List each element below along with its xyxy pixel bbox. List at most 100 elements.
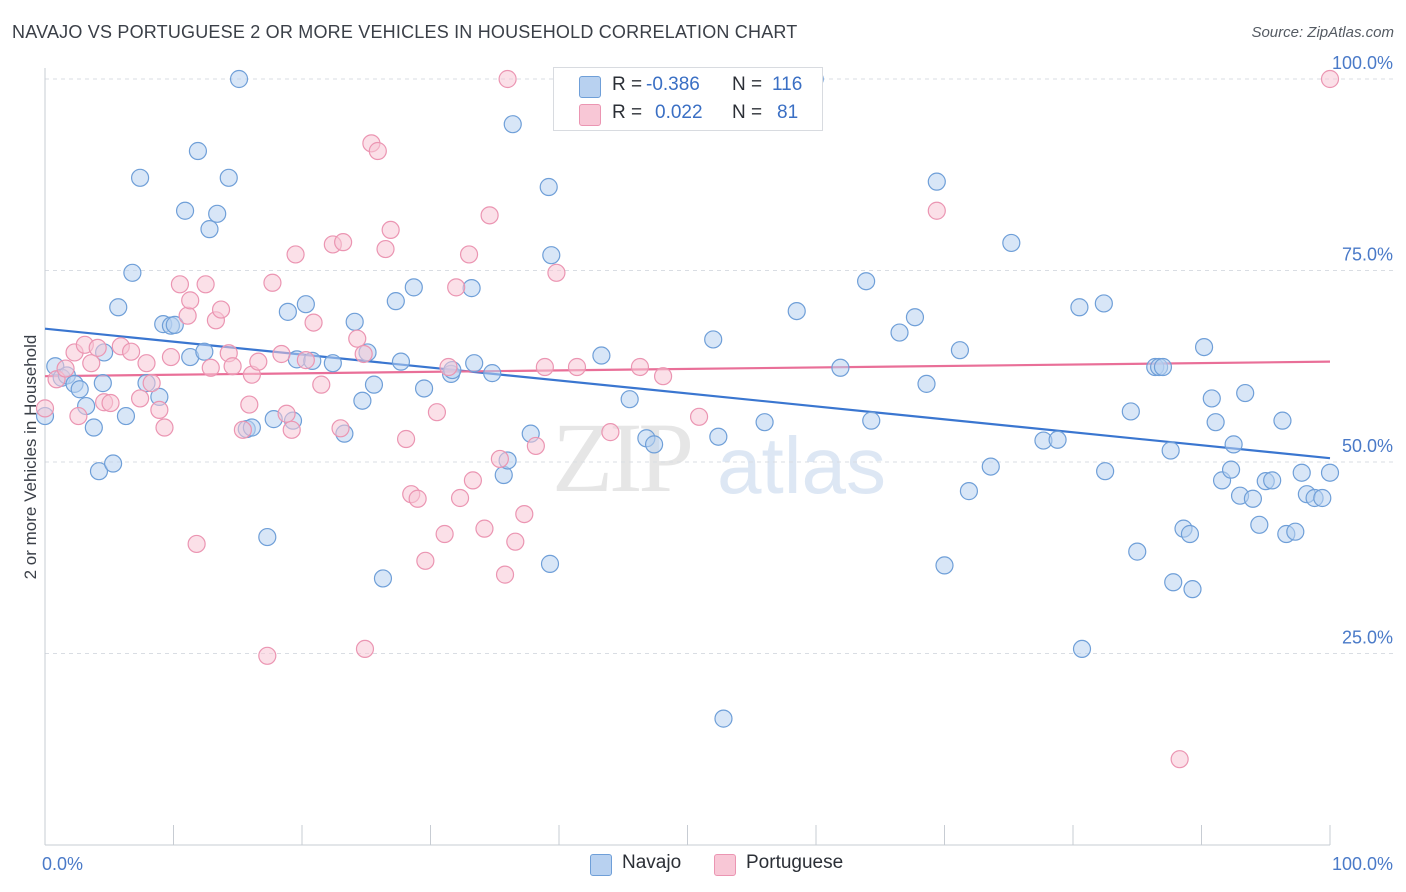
portuguese-point bbox=[408, 489, 427, 508]
portuguese-point bbox=[1170, 750, 1189, 769]
navajo-point bbox=[70, 380, 89, 399]
navajo-point bbox=[1096, 462, 1115, 481]
portuguese-point bbox=[181, 291, 200, 310]
portuguese-point bbox=[535, 357, 554, 377]
navajo-point bbox=[1002, 233, 1021, 253]
navajo-point bbox=[905, 308, 925, 327]
navajo-point bbox=[620, 390, 639, 409]
portuguese-n-value: 81 bbox=[777, 102, 799, 123]
navajo-point bbox=[84, 418, 103, 437]
portuguese-point bbox=[354, 344, 373, 364]
navajo-point bbox=[1273, 411, 1292, 430]
y-tick-label: 100.0% bbox=[1332, 53, 1393, 73]
navajo-point bbox=[200, 220, 219, 239]
navajo-point bbox=[1236, 383, 1255, 403]
portuguese-point bbox=[178, 306, 197, 325]
navajo-point bbox=[208, 204, 227, 223]
navajo-point bbox=[1048, 430, 1067, 449]
navajo-point bbox=[857, 272, 876, 291]
portuguese-point bbox=[450, 488, 470, 508]
navajo-point bbox=[1094, 294, 1113, 313]
portuguese-point bbox=[348, 329, 367, 348]
source-label: Source: ZipAtlas.com bbox=[1251, 24, 1394, 41]
bottom-portuguese-swatch bbox=[714, 854, 736, 876]
navajo-point bbox=[1072, 639, 1092, 659]
axes bbox=[44, 68, 1331, 846]
navajo-point bbox=[1164, 573, 1183, 592]
navajo-point bbox=[1263, 471, 1282, 490]
axis-labels: 25.0% 50.0% 75.0% 100.0% 0.0% 100.0% 2 or more… bbox=[21, 53, 1393, 874]
portuguese-point bbox=[263, 273, 282, 292]
navajo-point bbox=[130, 168, 150, 187]
portuguese-point bbox=[515, 504, 534, 524]
grid-lines bbox=[45, 78, 1395, 654]
navajo-point bbox=[959, 482, 979, 501]
navajo-point bbox=[93, 374, 112, 393]
navajo-point bbox=[258, 527, 277, 547]
portuguese-point bbox=[121, 342, 141, 361]
portuguese-point bbox=[381, 220, 400, 240]
navajo-point bbox=[935, 556, 954, 575]
navajo-point bbox=[644, 435, 664, 454]
portuguese-point bbox=[211, 300, 231, 319]
navajo-point bbox=[296, 295, 315, 314]
portuguese-point bbox=[630, 357, 650, 377]
navajo-point bbox=[862, 411, 881, 430]
navajo-point bbox=[1243, 489, 1263, 508]
portuguese-point bbox=[312, 375, 331, 394]
watermark-atlas: atlas bbox=[717, 421, 886, 510]
navajo-point bbox=[229, 69, 249, 89]
navajo-point bbox=[1224, 435, 1243, 454]
portuguese-point bbox=[331, 419, 350, 438]
chart-title: NAVAJO VS PORTUGUESE 2 OR MORE VEHICLES … bbox=[12, 22, 798, 42]
navajo-point bbox=[714, 709, 733, 728]
navajo-point bbox=[1183, 580, 1202, 599]
portuguese-point bbox=[439, 357, 458, 377]
navajo-point bbox=[1070, 298, 1089, 317]
navajo-point bbox=[165, 315, 184, 334]
portuguese-point bbox=[240, 395, 259, 414]
navajo-point bbox=[755, 413, 774, 432]
navajo-point bbox=[927, 172, 946, 191]
navajo-point bbox=[219, 168, 238, 187]
x-tick-label-max: 100.0% bbox=[1332, 854, 1393, 874]
navajo-point bbox=[345, 312, 364, 331]
navajo-point bbox=[831, 358, 850, 377]
portuguese-point bbox=[170, 275, 190, 294]
navajo-point bbox=[1250, 515, 1269, 534]
portuguese-point bbox=[447, 278, 466, 297]
portuguese-point bbox=[376, 239, 395, 259]
navajo-point bbox=[104, 454, 123, 473]
portuguese-swatch bbox=[579, 104, 601, 126]
navajo-point bbox=[540, 554, 560, 573]
legend-row-navajo: R = -0.386 N = 116 bbox=[554, 72, 822, 100]
bottom-navajo-label: Navajo bbox=[622, 852, 682, 873]
portuguese-point bbox=[88, 338, 107, 357]
navajo-point bbox=[1180, 524, 1200, 544]
navajo-point bbox=[592, 346, 611, 365]
navajo-point bbox=[787, 301, 806, 321]
navajo-point bbox=[373, 569, 393, 588]
navajo-point bbox=[1161, 441, 1180, 460]
portuguese-point bbox=[1320, 69, 1340, 89]
portuguese-point bbox=[137, 354, 156, 373]
portuguese-point bbox=[249, 352, 268, 371]
watermark-zip: ZIP bbox=[552, 402, 694, 513]
navajo-point bbox=[462, 279, 481, 298]
navajo-point bbox=[323, 354, 342, 373]
portuguese-point bbox=[150, 400, 169, 420]
portuguese-point bbox=[396, 429, 416, 449]
navajo-point bbox=[890, 323, 909, 342]
portuguese-point bbox=[927, 201, 946, 220]
navajo-point bbox=[709, 427, 728, 446]
navajo-point bbox=[1202, 389, 1221, 408]
portuguese-point bbox=[56, 359, 75, 378]
portuguese-point bbox=[459, 245, 479, 264]
portuguese-point bbox=[35, 399, 55, 418]
x-tick-label-min: 0.0% bbox=[42, 854, 83, 874]
portuguese-point bbox=[187, 534, 206, 554]
y-tick-label: 50.0% bbox=[1342, 436, 1393, 456]
navajo-point bbox=[353, 391, 372, 410]
portuguese-point bbox=[161, 347, 181, 367]
navajo-point bbox=[1121, 402, 1140, 421]
